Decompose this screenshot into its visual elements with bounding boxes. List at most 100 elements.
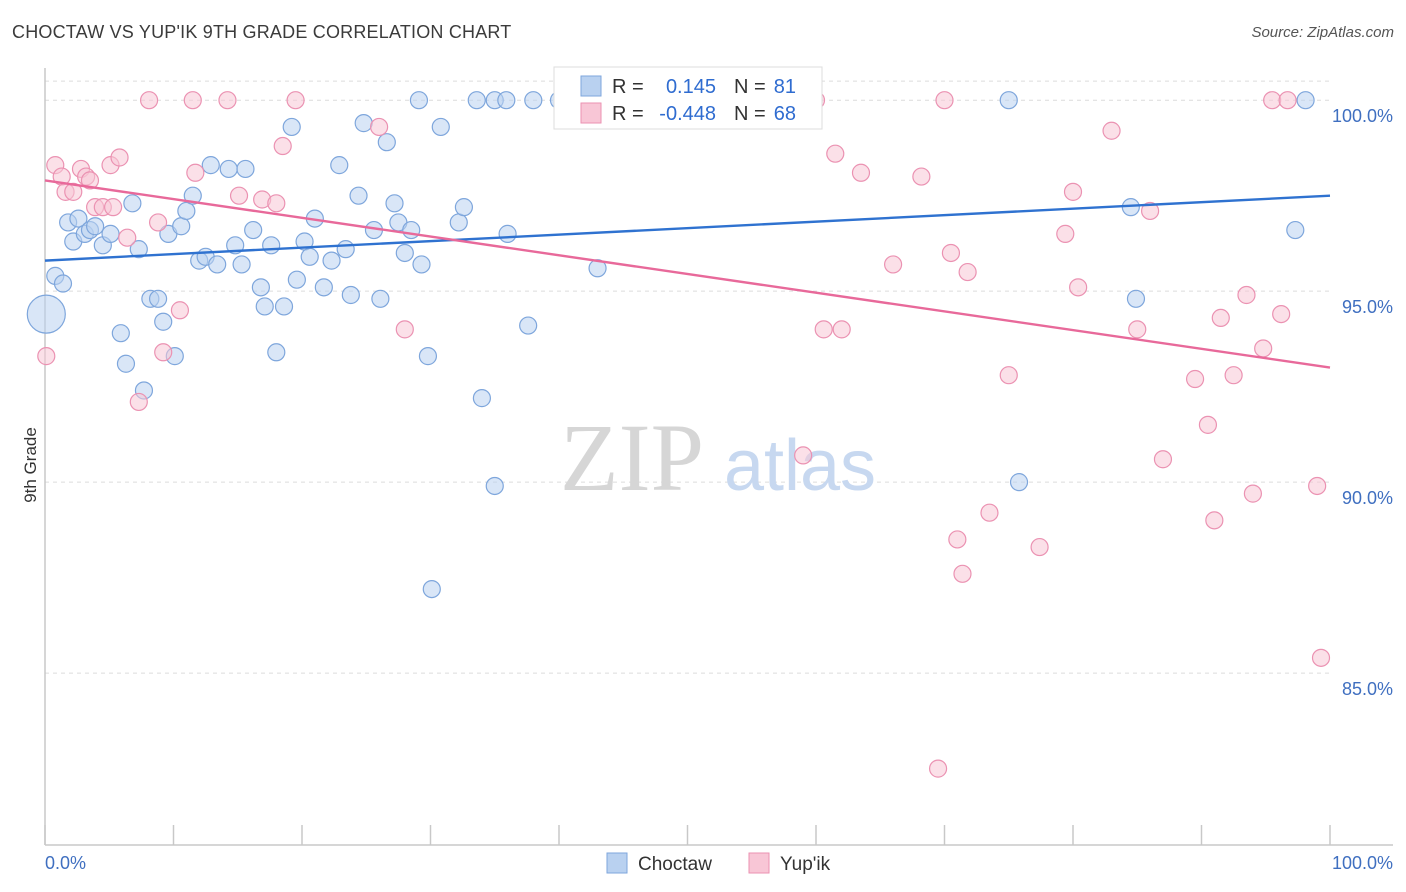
- choctaw-point: [154, 312, 173, 331]
- yupik-point: [814, 320, 833, 339]
- choctaw-point: [524, 91, 543, 110]
- choctaw-point: [322, 251, 341, 270]
- choctaw-point: [86, 217, 105, 236]
- choctaw-point: [183, 186, 202, 205]
- choctaw-point: [267, 343, 286, 362]
- choctaw-point: [172, 217, 191, 236]
- yupik-point: [1243, 484, 1263, 503]
- legend-r-choctaw: 0.145: [666, 76, 716, 98]
- yupik-point: [912, 167, 931, 186]
- choctaw-point: [300, 247, 319, 266]
- watermark: ZIP atlas: [560, 404, 876, 511]
- legend-swatch-choctaw: [580, 75, 602, 97]
- choctaw-point: [467, 91, 486, 110]
- source-credit: Source: ZipAtlas.com: [1251, 24, 1394, 41]
- choctaw-point: [123, 194, 142, 213]
- choctaw-point: [236, 159, 255, 179]
- yupik-point: [1030, 537, 1049, 557]
- yupik-point: [851, 163, 871, 182]
- choctaw-point: [330, 156, 349, 175]
- choctaw-point: [454, 198, 474, 217]
- bottom-legend-swatch-choctaw: [606, 852, 628, 874]
- choctaw-point: [53, 274, 73, 293]
- y-tick-label: 90.0%: [1342, 488, 1393, 508]
- yupik-point: [1224, 366, 1243, 385]
- x-tick-labels: 0.0% 100.0%: [45, 853, 1393, 873]
- choctaw-point: [111, 324, 130, 343]
- yupik-point: [186, 163, 205, 182]
- choctaw-points: [26, 91, 1315, 599]
- yupik-point: [1263, 91, 1282, 110]
- choctaw-point: [69, 209, 88, 228]
- choctaw-point: [1009, 473, 1029, 492]
- yupik-point: [1198, 415, 1218, 434]
- x-tick-label: 0.0%: [45, 853, 86, 873]
- legend-n-label: N =: [734, 103, 766, 125]
- bottom-legend-choctaw: Choctaw: [638, 854, 712, 875]
- yupik-point: [170, 301, 190, 320]
- choctaw-point: [129, 240, 148, 259]
- choctaw-point: [402, 220, 421, 240]
- choctaw-point: [395, 243, 414, 263]
- choctaw-point: [262, 236, 281, 255]
- yupik-point: [948, 530, 967, 549]
- choctaw-point: [472, 389, 491, 408]
- choctaw-point: [1286, 220, 1305, 240]
- choctaw-point: [101, 224, 120, 243]
- yupik-points: [37, 91, 1331, 778]
- yupik-point: [958, 262, 977, 282]
- choctaw-point: [999, 91, 1018, 110]
- legend-n-label: N =: [734, 76, 766, 98]
- yupik-point: [832, 320, 851, 339]
- choctaw-point: [1126, 289, 1146, 308]
- choctaw-point: [497, 91, 516, 110]
- yupik-point: [935, 91, 954, 110]
- correlation-legend: R = 0.145 N = 81 R = -0.448 N = 68: [553, 66, 823, 130]
- choctaw-point: [201, 156, 220, 175]
- yupik-point: [1272, 304, 1291, 324]
- trend-lines: [44, 179, 1331, 369]
- yupik-point: [148, 213, 168, 232]
- choctaw-point: [371, 289, 390, 308]
- yupik-point: [267, 194, 286, 213]
- watermark-zip: ZIP: [560, 404, 704, 511]
- choctaw-point: [422, 579, 441, 599]
- choctaw-point: [341, 285, 360, 305]
- legend-r-label: R =: [612, 103, 644, 125]
- choctaw-point: [377, 133, 396, 152]
- axes: [44, 68, 1393, 846]
- y-tick-label: 85.0%: [1342, 679, 1393, 699]
- choctaw-point: [274, 297, 294, 316]
- watermark-atlas: atlas: [724, 426, 876, 506]
- yupik-point: [218, 91, 237, 110]
- choctaw-point: [255, 297, 274, 316]
- choctaw-point: [412, 255, 431, 274]
- yupik-point: [110, 148, 129, 167]
- yupik-point: [183, 91, 202, 110]
- yupik-point: [1311, 648, 1331, 667]
- choctaw-trend-line: [44, 194, 1331, 262]
- y-tick-labels: 85.0% 90.0% 95.0% 100.0%: [1332, 106, 1393, 699]
- yupik-point: [273, 136, 292, 156]
- bottom-legend-yupik: Yup'ik: [780, 854, 831, 875]
- yupik-point: [1254, 339, 1273, 358]
- yupik-point: [999, 366, 1018, 385]
- choctaw-point: [219, 159, 238, 179]
- choctaw-point: [349, 186, 368, 205]
- yupik-point: [826, 144, 845, 163]
- choctaw-point: [251, 278, 270, 297]
- legend-n-yupik: 68: [774, 103, 796, 125]
- choctaw-point: [354, 114, 373, 133]
- yupik-point: [37, 347, 56, 366]
- choctaw-point: [431, 117, 450, 137]
- choctaw-point: [287, 270, 306, 289]
- yupik-point: [1185, 369, 1205, 389]
- chart-title: CHOCTAW VS YUP'IK 9TH GRADE CORRELATION …: [12, 22, 512, 42]
- yupik-point: [953, 564, 972, 583]
- choctaw-point: [177, 201, 196, 221]
- yupik-point: [1211, 308, 1230, 328]
- yupik-point: [883, 255, 903, 274]
- yupik-point: [1237, 285, 1256, 305]
- choctaw-point: [148, 289, 168, 308]
- choctaw-point: [244, 220, 263, 240]
